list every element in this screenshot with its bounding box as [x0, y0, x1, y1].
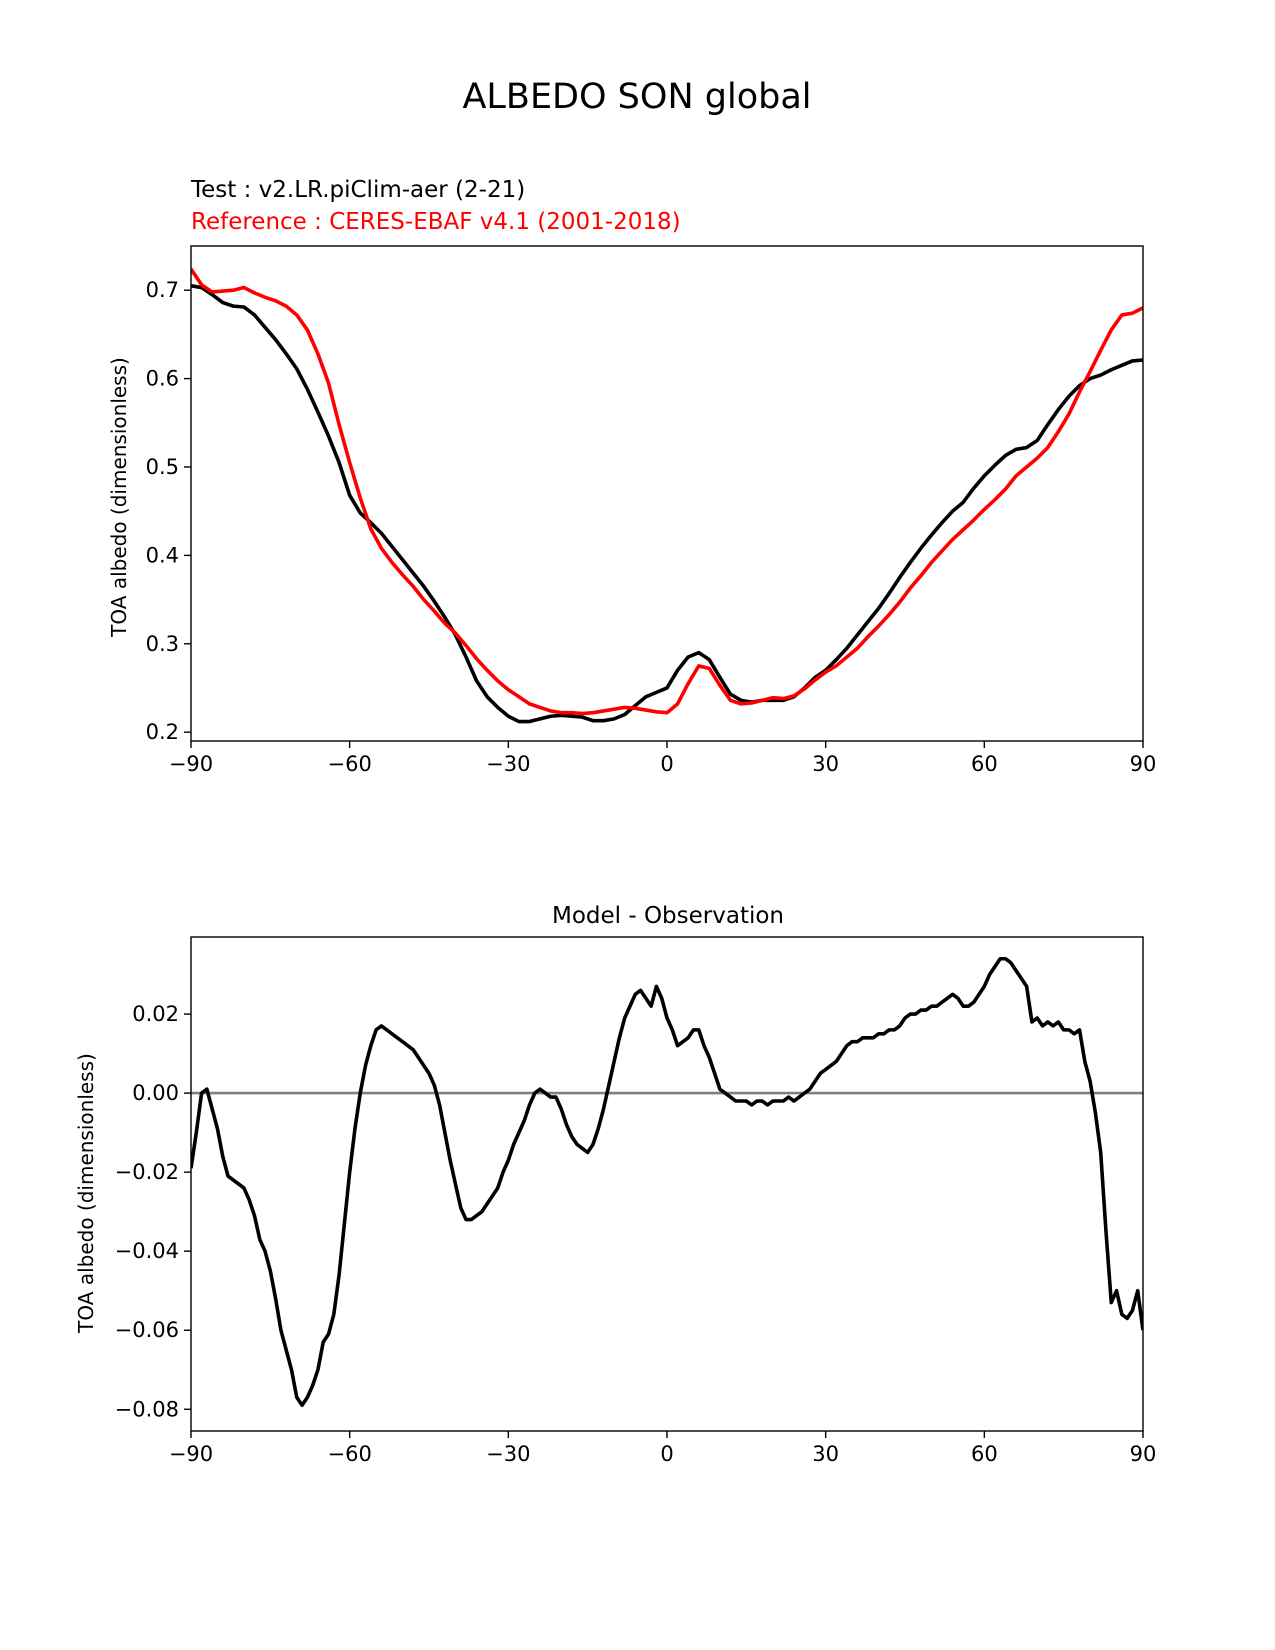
series-line-test: [191, 284, 1143, 724]
x-tick-label: −30: [486, 752, 530, 776]
test-label: Test : v2.LR.piClim-aer (2-21): [190, 177, 525, 203]
x-tick-label: −30: [486, 1442, 530, 1466]
x-tick-label: −90: [169, 1442, 213, 1466]
top-chart: Test : v2.LR.piClim-aer (2-21) Reference…: [107, 177, 1156, 776]
bottom-chart-title: Model - Observation: [552, 903, 784, 929]
x-tick-label: 30: [812, 752, 839, 776]
series-line-model-observation: [191, 956, 1143, 1408]
y-tick-label: 0.02: [132, 1002, 179, 1026]
y-tick-label: −0.08: [115, 1397, 179, 1421]
bottom-y-axis-label: TOA albedo (dimensionless): [74, 1053, 98, 1334]
plot-area: [191, 267, 1143, 724]
top-y-axis-label: TOA albedo (dimensionless): [107, 357, 131, 638]
x-tick-label: 60: [971, 752, 998, 776]
plot-area: [191, 956, 1143, 1408]
y-tick-label: 0.4: [146, 543, 179, 567]
reference-label: Reference : CERES-EBAF v4.1 (2001-2018): [191, 209, 681, 235]
x-tick-label: 0: [660, 1442, 673, 1466]
y-tick-label: 0.6: [146, 367, 179, 391]
y-tick-label: −0.04: [115, 1239, 179, 1263]
x-tick-label: 60: [971, 1442, 998, 1466]
y-tick-label: 0.7: [146, 278, 179, 302]
x-tick-label: 90: [1130, 752, 1157, 776]
y-tick-label: −0.02: [115, 1160, 179, 1184]
y-tick-label: 0.5: [146, 455, 179, 479]
figure-title: ALBEDO SON global: [462, 77, 811, 117]
bottom-chart: Model - Observation TOA albedo (dimensio…: [74, 903, 1156, 1466]
x-tick-label: −60: [328, 1442, 372, 1466]
x-tick-label: −90: [169, 752, 213, 776]
series-line-reference: [191, 267, 1143, 716]
y-tick-label: 0.2: [146, 720, 179, 744]
y-tick-label: 0.3: [146, 632, 179, 656]
y-tick-label: −0.06: [115, 1318, 179, 1342]
x-tick-label: −60: [328, 752, 372, 776]
x-tick-label: 0: [660, 752, 673, 776]
x-tick-label: 30: [812, 1442, 839, 1466]
y-tick-label: 0.00: [132, 1081, 179, 1105]
x-tick-label: 90: [1130, 1442, 1157, 1466]
